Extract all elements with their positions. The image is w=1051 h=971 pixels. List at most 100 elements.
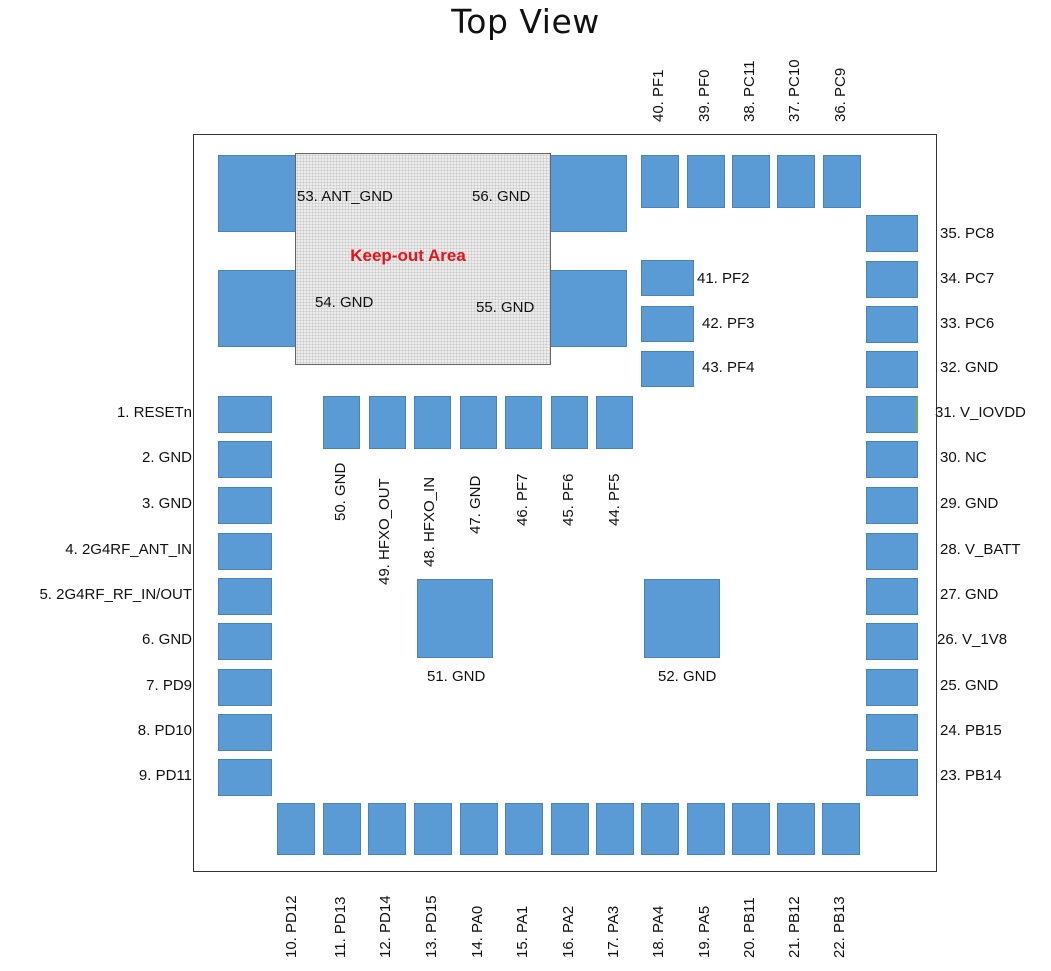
pad-21: [777, 803, 815, 855]
pad-2: [218, 441, 272, 478]
pad-8: [218, 714, 272, 751]
module-outline: [193, 134, 937, 872]
pad-52: [644, 579, 720, 658]
label-pin-46: 46. PF7: [514, 473, 531, 526]
pad-51: [417, 579, 493, 658]
label-pin-55: 55. GND: [476, 299, 535, 316]
pad-38: [732, 155, 770, 208]
label-pin-47: 47. GND: [467, 475, 484, 534]
pad-3: [218, 487, 272, 524]
pad-31: [866, 396, 918, 433]
pad-12: [368, 803, 406, 855]
label-pin-28: 28. V_BATT: [940, 541, 1021, 558]
label-pin-7: 7. PD9: [146, 677, 192, 694]
pad-28: [866, 533, 918, 570]
pad-20: [732, 803, 770, 855]
label-pin-8: 8. PD10: [137, 722, 192, 739]
pad-32: [866, 351, 918, 388]
pad-1: [218, 396, 272, 433]
pad-50: [323, 396, 360, 449]
pad-4: [218, 533, 272, 570]
label-pin-20: 20. PB11: [741, 897, 758, 958]
pad-47: [460, 396, 497, 449]
label-pin-43: 43. PF4: [702, 359, 755, 376]
label-pin-44: 44. PF5: [606, 473, 623, 526]
label-pin-50: 50. GND: [332, 462, 349, 521]
label-pin-42: 42. PF3: [702, 315, 755, 332]
pad-55: [549, 270, 627, 347]
label-pin-29: 29. GND: [940, 495, 999, 512]
pad-16: [551, 803, 589, 855]
label-pin-39: 39. PF0: [696, 69, 713, 122]
pad-46: [505, 396, 542, 449]
pad-24: [866, 714, 918, 751]
page-title: Top View: [451, 2, 600, 41]
label-pin-3: 3. GND: [141, 495, 192, 512]
pad-10: [277, 803, 315, 855]
pad-56: [549, 155, 627, 232]
label-pin-24: 24. PB15: [940, 722, 1002, 739]
label-pin-52: 52. GND: [658, 668, 717, 685]
pad-27: [866, 578, 918, 615]
label-pin-4: 4. 2G4RF_ANT_IN: [65, 541, 192, 558]
pad-18: [641, 803, 679, 855]
label-pin-30: 30. NC: [940, 449, 987, 466]
pad-7: [218, 669, 272, 706]
pad-42: [641, 306, 694, 342]
pad-49: [369, 396, 406, 449]
label-pin-31: 31. V_IOVDD: [935, 404, 1026, 421]
pad-30: [866, 441, 918, 478]
label-pin-23: 23. PB14: [940, 767, 1002, 784]
pad-53: [218, 155, 296, 232]
label-pin-34: 34. PC7: [940, 270, 995, 287]
label-pin-22: 22. PB13: [831, 896, 848, 958]
label-pin-48: 48. HFXO_IN: [421, 476, 438, 567]
label-pin-9: 9. PD11: [138, 767, 192, 784]
pad-11: [323, 803, 361, 855]
label-pin-54: 54. GND: [315, 294, 374, 311]
label-pin-13: 13. PD15: [423, 895, 440, 958]
pad-17: [596, 803, 634, 855]
pad-40: [641, 155, 679, 208]
keep-out-area: Keep-out Area: [295, 153, 551, 365]
label-pin-45: 45. PF6: [560, 473, 577, 526]
label-pin-16: 16. PA2: [560, 905, 577, 958]
pad-6: [218, 623, 272, 660]
pad-9: [218, 759, 272, 796]
pad-14: [460, 803, 498, 855]
pad-37: [777, 155, 815, 208]
label-pin-2: 2. GND: [141, 449, 192, 466]
pad-26: [866, 623, 918, 660]
keep-out-label: Keep-out Area: [350, 246, 466, 265]
label-pin-38: 38. PC11: [741, 60, 758, 122]
pad-23: [866, 759, 918, 796]
label-pin-32: 32. GND: [940, 359, 999, 376]
label-pin-15: 15. PA1: [514, 905, 531, 958]
label-pin-17: 17. PA3: [605, 905, 622, 958]
label-pin-1: 1. RESETn: [116, 404, 192, 421]
pad-15: [505, 803, 543, 855]
pad-33: [866, 306, 918, 343]
pad-19: [687, 803, 725, 855]
label-pin-27: 27. GND: [940, 586, 999, 603]
pad-41: [641, 260, 694, 296]
pad-43: [641, 351, 694, 387]
pad-48: [414, 396, 451, 449]
label-pin-5: 5. 2G4RF_RF_IN/OUT: [39, 586, 192, 603]
label-pin-40: 40. PF1: [650, 69, 667, 122]
label-pin-12: 12. PD14: [377, 895, 394, 958]
label-pin-37: 37. PC10: [786, 59, 803, 122]
label-pin-18: 18. PA4: [650, 905, 667, 958]
pad-34: [866, 261, 918, 298]
label-pin-51: 51. GND: [427, 668, 486, 685]
label-pin-33: 33. PC6: [940, 315, 995, 332]
label-pin-14: 14. PA0: [469, 905, 486, 958]
pad-36: [823, 155, 861, 208]
label-pin-25: 25. GND: [940, 677, 999, 694]
label-pin-49: 49. HFXO_OUT: [376, 478, 393, 585]
label-pin-10: 10. PD12: [283, 895, 300, 958]
label-pin-53: 53. ANT_GND: [297, 188, 393, 205]
label-pin-41: 41. PF2: [697, 270, 750, 287]
pad-5: [218, 578, 272, 615]
pad-29: [866, 487, 918, 524]
